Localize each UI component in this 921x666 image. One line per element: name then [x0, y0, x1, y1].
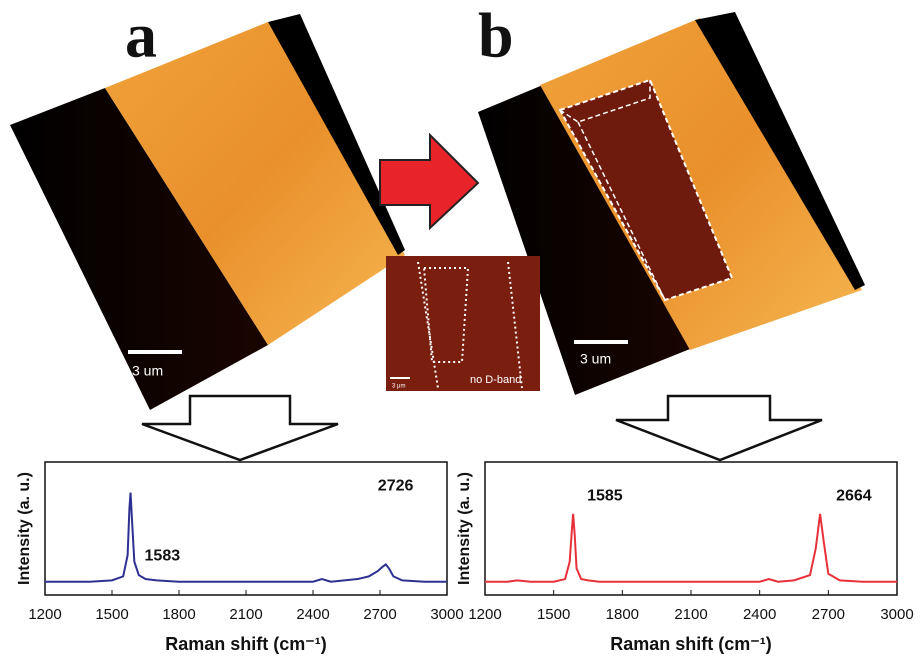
red-arrow [380, 135, 478, 228]
x-tick-label: 2100 [229, 606, 262, 623]
x-tick-label: 1800 [162, 606, 195, 623]
y-axis-label: Intensity (a. u.) [456, 472, 473, 585]
inset-scale: 3 μm [392, 384, 405, 390]
inset-image [386, 256, 540, 391]
x-tick-label: 3000 [880, 606, 913, 623]
x-tick-label: 2400 [743, 606, 776, 623]
x-tick-label: 2700 [812, 606, 845, 623]
scale-bar-label: 3 um [132, 363, 163, 379]
x-tick-label: 1800 [606, 606, 639, 623]
x-axis-label: Raman shift (cm⁻¹) [610, 634, 772, 654]
x-tick-label: 2700 [363, 606, 396, 623]
peak-label: 2664 [836, 488, 872, 505]
page: a b 3 um 3 um no D-band 3 μm 1200 1500 180… [0, 0, 921, 666]
peak-label: 1585 [587, 488, 623, 505]
spectrum-line [485, 514, 897, 582]
down-arrow [616, 396, 822, 460]
x-tick-label: 2100 [674, 606, 707, 623]
x-tick-label: 1200 [28, 606, 61, 623]
inset-label: no D-band [470, 374, 521, 386]
x-axis-label: Raman shift (cm⁻¹) [165, 634, 327, 654]
down-arrow [142, 396, 338, 460]
panel-label: a [125, 0, 157, 71]
x-tick-label: 2400 [296, 606, 329, 623]
x-tick-label: 1500 [537, 606, 570, 623]
scale-bar-label: 3 um [580, 351, 611, 367]
x-tick-label: 3000 [430, 606, 463, 623]
x-tick-label: 1200 [468, 606, 501, 623]
peak-label: 1583 [145, 548, 181, 565]
figure: a b 3 um 3 um no D-band 3 μm 1200 1500 180… [0, 0, 921, 666]
y-axis-label: Intensity (a. u.) [16, 472, 33, 585]
peak-label: 2726 [378, 478, 414, 495]
plot-frame [485, 462, 897, 595]
x-tick-label: 1500 [95, 606, 128, 623]
panel-label: b [478, 0, 514, 71]
spectrum-line [45, 493, 447, 582]
afm-image-a [10, 14, 405, 410]
